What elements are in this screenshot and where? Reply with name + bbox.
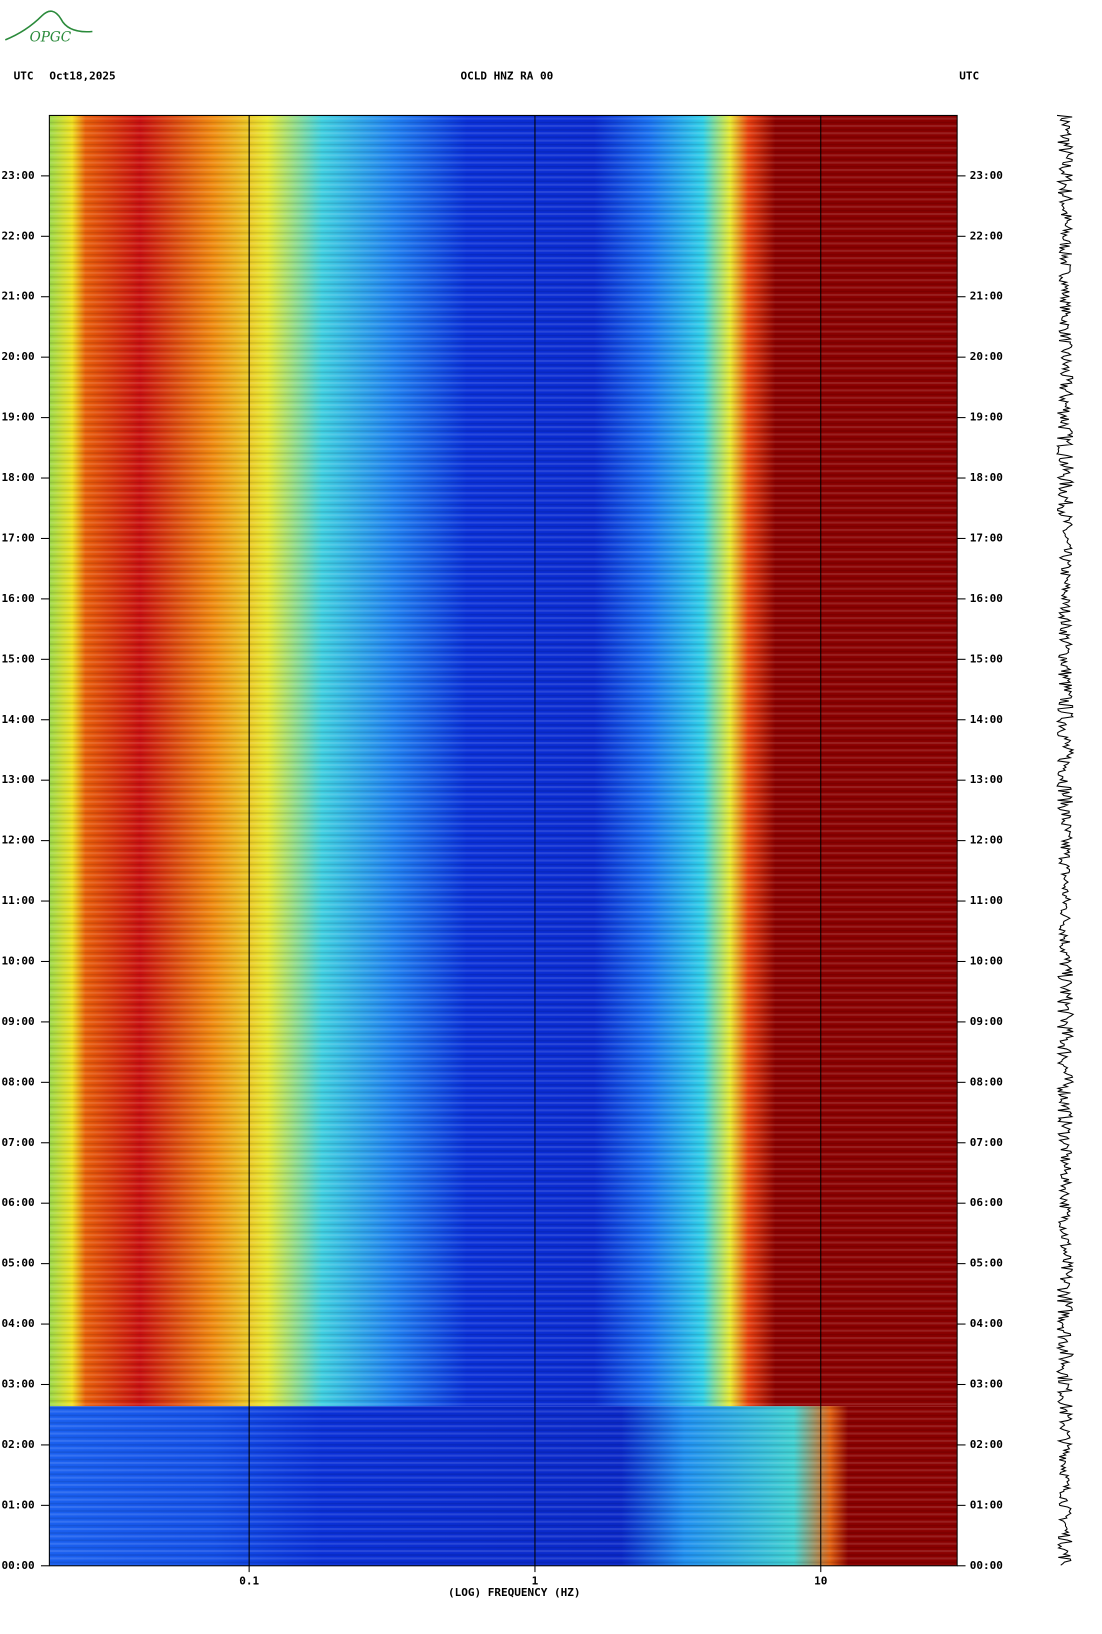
x-tick-label: 1 bbox=[532, 1575, 539, 1588]
y-tick-label-right: 22:00 bbox=[970, 229, 1003, 242]
y-tick-label: 23:00 bbox=[2, 169, 35, 182]
right-label: UTC bbox=[959, 70, 979, 83]
y-tick-label-right: 12:00 bbox=[970, 834, 1003, 847]
y-tick-label-right: 18:00 bbox=[970, 471, 1003, 484]
y-tick-label-right: 07:00 bbox=[970, 1136, 1003, 1149]
y-tick-label: 03:00 bbox=[2, 1377, 35, 1390]
y-tick-label-right: 02:00 bbox=[970, 1438, 1003, 1451]
y-tick-label: 11:00 bbox=[2, 894, 35, 907]
y-tick-label: 21:00 bbox=[2, 290, 35, 303]
y-tick-label: 15:00 bbox=[2, 652, 35, 665]
y-tick-label: 02:00 bbox=[2, 1438, 35, 1451]
y-tick-label-right: 20:00 bbox=[970, 350, 1003, 363]
y-tick-label: 14:00 bbox=[2, 713, 35, 726]
y-tick-label: 16:00 bbox=[2, 592, 35, 605]
x-tick-label: 10 bbox=[814, 1575, 827, 1588]
x-axis-label: (LOG) FREQUENCY (HZ) bbox=[448, 1586, 580, 1599]
left-label: UTC bbox=[14, 70, 34, 83]
y-tick-label-right: 01:00 bbox=[970, 1498, 1003, 1511]
y-tick-label: 18:00 bbox=[2, 471, 35, 484]
chart-title: OCLD HNZ RA 00 bbox=[461, 70, 554, 83]
y-tick-label: 13:00 bbox=[2, 773, 35, 786]
x-tick-label: 0.1 bbox=[239, 1575, 259, 1588]
y-tick-label-right: 03:00 bbox=[970, 1377, 1003, 1390]
logo: OPGC bbox=[4, 10, 93, 45]
y-tick-label-right: 17:00 bbox=[970, 531, 1003, 544]
y-tick-label-right: 11:00 bbox=[970, 894, 1003, 907]
y-tick-label: 08:00 bbox=[2, 1075, 35, 1088]
date: Oct18,2025 bbox=[49, 70, 115, 83]
y-tick-label: 00:00 bbox=[2, 1559, 35, 1572]
y-tick-label: 09:00 bbox=[2, 1015, 35, 1028]
y-tick-label-right: 14:00 bbox=[970, 713, 1003, 726]
y-tick-label: 05:00 bbox=[2, 1257, 35, 1270]
y-tick-label-right: 16:00 bbox=[970, 592, 1003, 605]
y-tick-label-right: 00:00 bbox=[970, 1559, 1003, 1572]
spectrogram-texture bbox=[49, 115, 958, 1566]
y-tick-label-right: 04:00 bbox=[970, 1317, 1003, 1330]
y-tick-label-right: 19:00 bbox=[970, 411, 1003, 424]
y-tick-label-right: 06:00 bbox=[970, 1196, 1003, 1209]
y-tick-label-right: 10:00 bbox=[970, 954, 1003, 967]
y-tick-label: 06:00 bbox=[2, 1196, 35, 1209]
y-tick-label: 01:00 bbox=[2, 1498, 35, 1511]
y-tick-label: 07:00 bbox=[2, 1136, 35, 1149]
y-tick-label: 10:00 bbox=[2, 954, 35, 967]
y-tick-label-right: 21:00 bbox=[970, 290, 1003, 303]
y-tick-label: 04:00 bbox=[2, 1317, 35, 1330]
y-tick-label-right: 23:00 bbox=[970, 169, 1003, 182]
y-tick-label-right: 09:00 bbox=[970, 1015, 1003, 1028]
spectrogram bbox=[48, 114, 958, 1567]
y-tick-label: 19:00 bbox=[2, 411, 35, 424]
y-tick-label-right: 13:00 bbox=[970, 773, 1003, 786]
waveform bbox=[1055, 114, 1075, 1566]
y-tick-label: 22:00 bbox=[2, 229, 35, 242]
y-tick-label-right: 05:00 bbox=[970, 1257, 1003, 1270]
y-tick-label: 12:00 bbox=[2, 834, 35, 847]
y-tick-label: 20:00 bbox=[2, 350, 35, 363]
logo-text: OPGC bbox=[30, 29, 72, 45]
y-tick-label-right: 08:00 bbox=[970, 1075, 1003, 1088]
y-tick-label: 17:00 bbox=[2, 531, 35, 544]
y-tick-label-right: 15:00 bbox=[970, 652, 1003, 665]
